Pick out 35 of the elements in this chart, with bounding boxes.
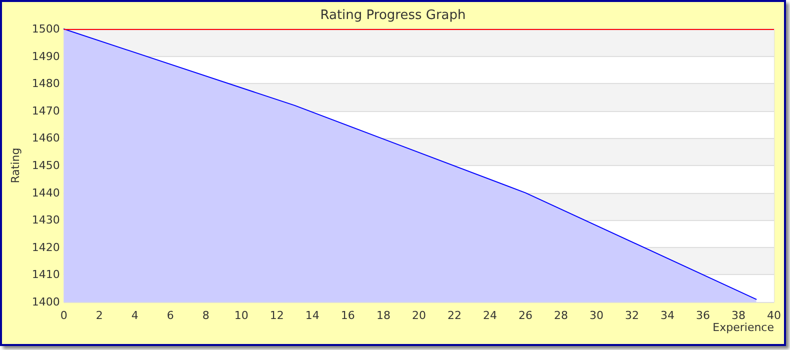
- x-tick-label: 22: [447, 309, 462, 322]
- x-tick-label: 14: [305, 309, 320, 322]
- x-tick-label: 26: [518, 309, 532, 322]
- y-tick-label: 1500: [32, 22, 60, 36]
- x-tick-label: 20: [412, 309, 426, 322]
- x-tick-label: 24: [482, 309, 497, 322]
- x-tick-label: 10: [234, 309, 248, 322]
- x-tick-label: 36: [696, 309, 710, 322]
- y-tick-label: 1470: [32, 104, 60, 118]
- x-tick-label: 8: [202, 309, 210, 322]
- x-axis-title: Experience: [712, 321, 774, 334]
- chart-title: Rating Progress Graph: [320, 8, 466, 23]
- x-tick-label: 6: [166, 309, 174, 322]
- y-tick-label: 1430: [32, 214, 60, 227]
- x-tick-label: 12: [270, 309, 284, 322]
- y-axis-title: Rating: [9, 148, 22, 184]
- x-tick-label: 40: [767, 309, 781, 322]
- y-tick-label: 1410: [32, 268, 60, 282]
- x-tick-label: 16: [340, 309, 355, 322]
- y-tick-label: 1490: [32, 50, 60, 63]
- x-tick-label: 0: [60, 309, 68, 322]
- x-tick-label: 32: [624, 309, 639, 322]
- y-tick-label: 1480: [32, 77, 60, 90]
- y-tick-label: 1460: [32, 132, 60, 145]
- y-tick-label: 1450: [32, 159, 60, 172]
- x-tick-label: 34: [660, 309, 674, 322]
- x-tick-label: 18: [376, 309, 390, 322]
- y-tick-label: 1440: [32, 186, 60, 200]
- y-tick-label: 1420: [32, 240, 60, 254]
- x-tick-label: 28: [554, 309, 568, 322]
- x-tick-label: 38: [731, 309, 746, 322]
- x-tick-label: 2: [96, 309, 103, 322]
- y-tick-label: 1400: [32, 296, 60, 308]
- x-tick-label: 30: [589, 309, 604, 322]
- x-tick-label: 4: [131, 309, 138, 322]
